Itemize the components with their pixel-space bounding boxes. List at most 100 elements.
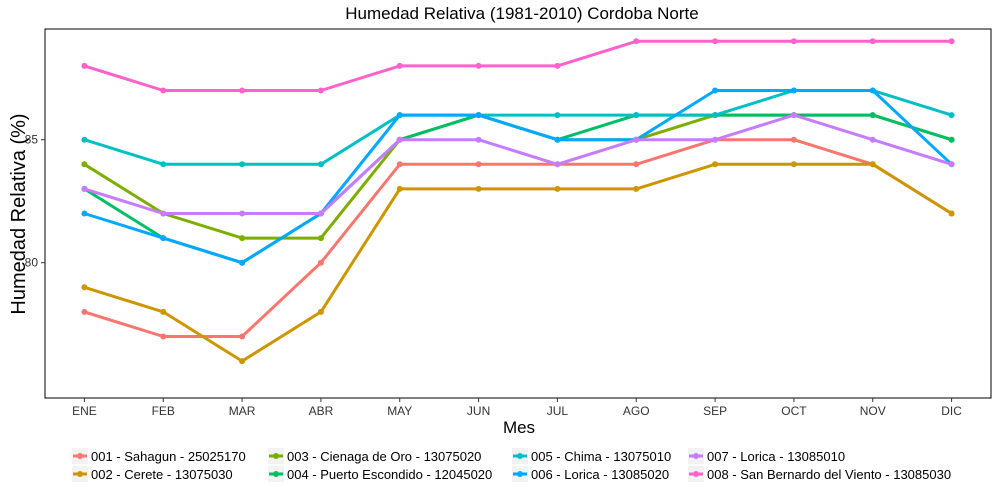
series-line	[82, 138, 954, 338]
legend-label: 004 - Puerto Escondido - 12045020	[287, 467, 492, 482]
x-tick-label: ENE	[72, 404, 97, 418]
legend-label: 002 - Cerete - 13075030	[91, 467, 233, 482]
series-group	[81, 112, 955, 217]
data-point	[81, 161, 88, 168]
data-point	[239, 87, 246, 94]
data-point	[869, 112, 876, 119]
x-tick-label: SEP	[703, 404, 727, 418]
legend-item: 004 - Puerto Escondido - 12045020	[268, 466, 492, 482]
data-point	[239, 161, 246, 168]
data-point	[160, 210, 167, 217]
series-line	[82, 39, 954, 92]
x-tick-label: ABR	[309, 404, 334, 418]
data-point	[948, 136, 955, 143]
data-point	[633, 112, 640, 119]
y-tick-label: 85	[25, 133, 39, 147]
data-point	[317, 161, 324, 168]
data-point	[790, 112, 797, 119]
data-point	[712, 112, 719, 119]
data-point	[239, 358, 246, 365]
data-point	[160, 235, 167, 242]
legend-key-point	[77, 453, 83, 459]
series-group	[81, 112, 955, 242]
data-point	[160, 161, 167, 168]
data-point	[239, 333, 246, 340]
data-point	[948, 210, 955, 217]
x-tick-label: JUL	[547, 404, 569, 418]
data-point	[712, 87, 719, 94]
data-point	[317, 235, 324, 242]
data-point	[317, 259, 324, 266]
data-point	[554, 112, 561, 119]
data-point	[475, 112, 482, 119]
legend-key-point	[77, 471, 83, 477]
legend-key-point	[517, 471, 523, 477]
legend-label: 005 - Chima - 13075010	[531, 449, 671, 464]
x-tick-label: MAR	[229, 404, 256, 418]
data-point	[869, 87, 876, 94]
series-line	[82, 89, 954, 265]
data-point	[869, 161, 876, 168]
y-axis-title: Humedad Relativa (%)	[8, 113, 30, 314]
data-point	[239, 259, 246, 266]
y-axis: 80 85	[25, 133, 45, 270]
data-point	[239, 210, 246, 217]
data-point	[475, 161, 482, 168]
legend-label: 006 - Lorica - 13085020	[531, 467, 669, 482]
data-point	[475, 136, 482, 143]
data-point	[396, 112, 403, 119]
data-point	[317, 308, 324, 315]
data-point	[790, 38, 797, 45]
data-point	[554, 62, 561, 69]
legend-item: 005 - Chima - 13075010	[512, 448, 671, 464]
data-point	[81, 210, 88, 217]
data-point	[712, 161, 719, 168]
data-point	[633, 38, 640, 45]
legend-key-point	[273, 471, 279, 477]
data-point	[160, 308, 167, 315]
data-point	[396, 62, 403, 69]
data-point	[790, 136, 797, 143]
series-group	[81, 136, 955, 340]
data-point	[712, 38, 719, 45]
data-point	[317, 210, 324, 217]
data-point	[790, 87, 797, 94]
legend-key-point	[517, 453, 523, 459]
series-line	[82, 113, 954, 215]
x-tick-label: FEB	[152, 404, 175, 418]
legend-item: 008 - San Bernardo del Viento - 13085030	[688, 466, 951, 482]
data-point	[554, 185, 561, 192]
series-layer	[81, 38, 955, 365]
legend-item: 003 - Cienaga de Oro - 13075020	[268, 448, 481, 464]
data-point	[633, 185, 640, 192]
x-tick-label: DIC	[941, 404, 962, 418]
data-point	[81, 62, 88, 69]
legend: 001 - Sahagun - 25025170 002 - Cerete - 1…	[72, 448, 951, 482]
data-point	[633, 136, 640, 143]
legend-item: 001 - Sahagun - 25025170	[72, 448, 246, 464]
legend-key-point	[693, 453, 699, 459]
data-point	[554, 161, 561, 168]
data-point	[869, 136, 876, 143]
data-point	[81, 185, 88, 192]
plot-panel-border	[44, 28, 992, 399]
legend-item: 006 - Lorica - 13085020	[512, 466, 669, 482]
data-point	[712, 136, 719, 143]
series-group	[81, 38, 955, 94]
chart-title: Humedad Relativa (1981-2010) Cordoba Nor…	[345, 4, 698, 23]
data-point	[160, 333, 167, 340]
data-point	[948, 112, 955, 119]
x-tick-label: MAY	[387, 404, 412, 418]
data-point	[239, 235, 246, 242]
legend-label: 007 - Lorica - 13085010	[707, 449, 845, 464]
data-point	[948, 38, 955, 45]
legend-key-point	[693, 471, 699, 477]
legend-item: 007 - Lorica - 13085010	[688, 448, 845, 464]
data-point	[869, 38, 876, 45]
x-tick-label: JUN	[467, 404, 490, 418]
legend-label: 008 - San Bernardo del Viento - 13085030	[707, 467, 951, 482]
y-tick-label: 80	[25, 256, 39, 270]
data-point	[81, 136, 88, 143]
